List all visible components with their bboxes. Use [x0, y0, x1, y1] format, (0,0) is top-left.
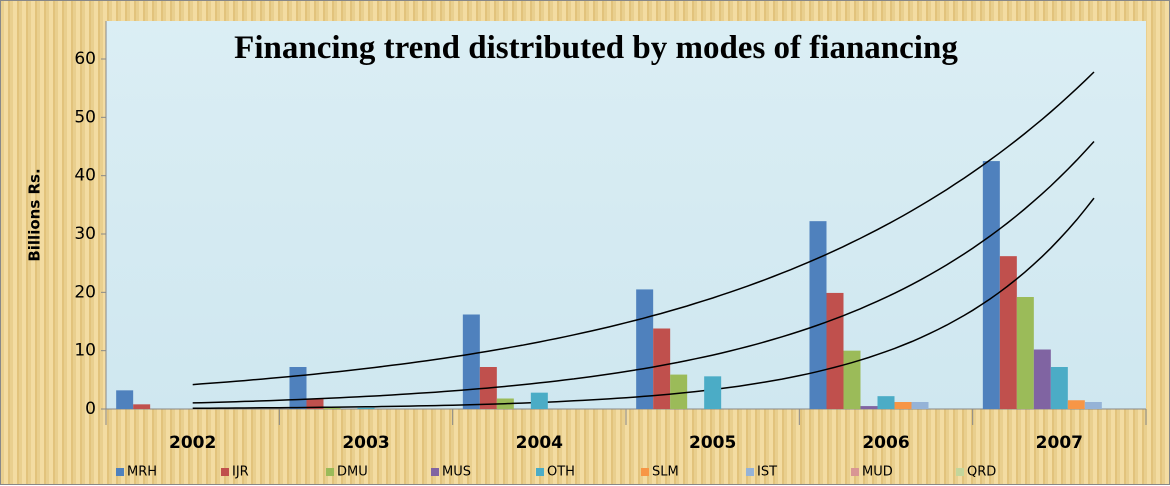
y-axis-label: Billions Rs.	[26, 168, 44, 261]
bar	[289, 367, 307, 409]
bar	[999, 256, 1017, 409]
x-tick-label: 2002	[169, 433, 216, 453]
trendline	[192, 197, 1095, 409]
legend-swatch	[746, 468, 754, 476]
bar	[530, 392, 548, 409]
legend-label: MUD	[862, 465, 893, 480]
bar	[704, 376, 722, 409]
bar	[1084, 402, 1102, 409]
legend-label: SLM	[652, 465, 679, 480]
bar	[357, 407, 375, 409]
legend-swatch	[431, 468, 439, 476]
bar	[894, 402, 912, 409]
bar	[1067, 400, 1085, 409]
y-tick-label: 10	[74, 341, 96, 361]
legend-label: MUS	[442, 465, 471, 480]
x-tick-label: 2003	[342, 433, 389, 453]
x-tick-label: 2004	[516, 433, 563, 453]
bar	[1050, 367, 1068, 409]
bar	[323, 407, 341, 409]
bar	[982, 161, 1000, 409]
bar	[653, 328, 671, 409]
y-tick-label: 60	[74, 49, 96, 69]
x-tick-label: 2007	[1036, 433, 1083, 453]
legend-label: IST	[757, 465, 777, 480]
trendline	[192, 71, 1095, 386]
legend-label: OTH	[547, 465, 575, 480]
legend-label: QRD	[967, 465, 996, 480]
legend-swatch	[641, 468, 649, 476]
bar	[636, 289, 654, 409]
bar	[306, 399, 324, 409]
bar	[809, 221, 827, 409]
y-tick-label: 0	[85, 399, 96, 419]
bar	[843, 350, 861, 409]
legend-swatch	[116, 468, 124, 476]
chart-title: Financing trend distributed by modes of …	[234, 30, 958, 66]
legend-label: IJR	[232, 465, 249, 480]
y-tick-label: 40	[74, 166, 96, 186]
legend-label: MRH	[127, 465, 157, 480]
legend-swatch	[956, 468, 964, 476]
trendline	[192, 140, 1095, 404]
x-tick-label: 2006	[862, 433, 909, 453]
bar	[1033, 349, 1051, 409]
bar	[911, 402, 929, 409]
plot-area	[106, 21, 1146, 409]
y-tick-label: 20	[74, 282, 96, 302]
bar	[116, 390, 134, 409]
bar	[670, 374, 688, 409]
bar	[860, 406, 878, 409]
legend-label: DMU	[337, 465, 368, 480]
legend-swatch	[221, 468, 229, 476]
y-tick-label: 30	[74, 224, 96, 244]
x-tick-label: 2005	[689, 433, 736, 453]
bar	[826, 292, 844, 409]
legend-swatch	[536, 468, 544, 476]
bar	[462, 314, 480, 409]
bar	[133, 404, 151, 409]
bar	[1016, 297, 1034, 409]
bar	[877, 396, 895, 409]
y-tick-label: 50	[74, 107, 96, 127]
legend-swatch	[326, 468, 334, 476]
legend-swatch	[851, 468, 859, 476]
